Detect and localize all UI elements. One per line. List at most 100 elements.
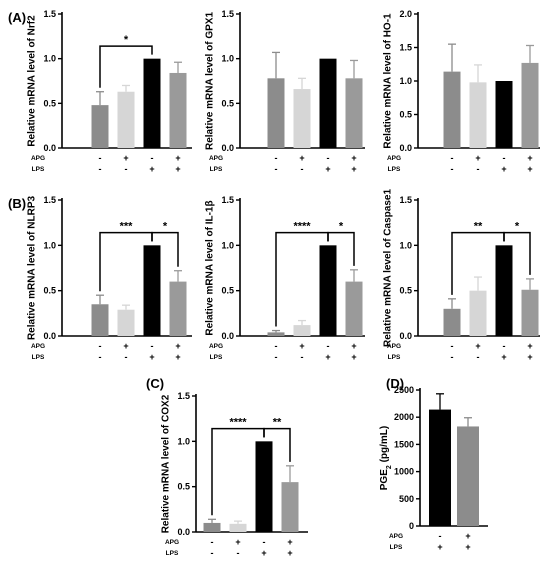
significance-marker: * <box>515 221 520 233</box>
apg-condition-symbol: + <box>235 537 240 547</box>
row-label-lps: LPS <box>166 550 179 557</box>
y-tick-label: 1000 <box>394 467 414 477</box>
apg-condition-symbol: - <box>503 153 506 163</box>
bar <box>143 58 161 148</box>
apg-condition-symbol: + <box>287 537 292 547</box>
lps-condition-symbol: + <box>261 548 266 558</box>
y-tick-label: 1.0 <box>43 54 56 64</box>
y-tick-label: 0.0 <box>43 143 56 153</box>
y-tick-label: 1.5 <box>399 43 412 53</box>
y-tick-label: 0.5 <box>399 286 412 296</box>
bar <box>267 332 285 336</box>
row-label-lps: LPS <box>32 166 45 173</box>
lps-condition-symbol: - <box>211 548 214 558</box>
significance-marker: ** <box>273 417 282 429</box>
chart-panel-5: 0.0 0.5 1.0 1.5 Relative mRNA level of Caspa… <box>382 189 540 362</box>
apg-condition-symbol: + <box>475 341 480 351</box>
y-tick-label: 0.0 <box>177 527 190 537</box>
y-axis-label: Relative mRNA level of GPX1 <box>204 12 215 150</box>
row-label-apg: APG <box>209 343 223 350</box>
bar <box>229 523 247 532</box>
apg-condition-symbol: - <box>99 153 102 163</box>
chart-panel-4: 0.0 0.5 1.0 1.5 Relative mRNA level of IL-1β… <box>204 195 365 362</box>
lps-condition-symbol: - <box>477 352 480 362</box>
apg-condition-symbol: - <box>275 153 278 163</box>
y-tick-label: 500 <box>399 494 414 504</box>
bar <box>429 409 451 526</box>
bar <box>91 304 109 336</box>
y-tick-label: 1500 <box>394 439 414 449</box>
apg-condition-symbol: + <box>351 341 356 351</box>
apg-condition-symbol: + <box>123 153 128 163</box>
lps-condition-symbol: + <box>465 542 470 552</box>
apg-condition-symbol: - <box>151 153 154 163</box>
y-tick-label: 1.0 <box>399 240 412 250</box>
bar <box>117 91 135 148</box>
bar <box>495 245 513 336</box>
y-tick-label: 2500 <box>394 385 414 395</box>
y-axis-label: Relative mRNA level of HO-1 <box>382 13 393 149</box>
y-axis-label-subscript: 2 <box>386 465 393 469</box>
y-tick-label: 1.0 <box>399 76 412 86</box>
y-tick-label: 2000 <box>394 412 414 422</box>
lps-condition-symbol: + <box>351 164 356 174</box>
lps-condition-symbol: + <box>501 352 506 362</box>
row-label-apg: APG <box>387 155 401 162</box>
y-tick-label: 0.5 <box>399 110 412 120</box>
lps-condition-symbol: + <box>325 352 330 362</box>
bar <box>169 72 187 148</box>
significance-bracket <box>327 231 355 266</box>
y-tick-label: 1.0 <box>221 54 234 64</box>
lps-condition-symbol: + <box>325 164 330 174</box>
y-tick-label: 1.0 <box>177 436 190 446</box>
y-axis-label: Relative mRNA level of Caspase1 <box>382 189 393 347</box>
lps-condition-symbol: - <box>99 352 102 362</box>
y-tick-label: 1.5 <box>399 195 412 205</box>
chart-panel-3: (B) 0.0 0.5 1.0 1.5 Relative mRNA level of NL… <box>8 195 192 362</box>
significance-marker: * <box>124 34 129 46</box>
y-tick-label: 0.5 <box>177 482 190 492</box>
row-label-lps: LPS <box>32 354 45 361</box>
lps-condition-symbol: - <box>301 352 304 362</box>
lps-condition-symbol: - <box>477 164 480 174</box>
bar <box>319 58 337 148</box>
y-tick-label: 1.5 <box>43 9 56 19</box>
y-tick-label: 0.0 <box>399 331 412 341</box>
bar <box>345 78 363 148</box>
y-tick-label: 0 <box>409 521 414 531</box>
lps-condition-symbol: - <box>275 352 278 362</box>
lps-condition-symbol: - <box>125 352 128 362</box>
bar <box>117 309 135 336</box>
y-tick-label: 1.5 <box>221 9 234 19</box>
lps-condition-symbol: + <box>175 352 180 362</box>
bar <box>469 290 487 336</box>
bar <box>521 289 539 336</box>
bar <box>457 426 479 526</box>
significance-marker: ** <box>474 221 483 233</box>
y-tick-label: 2.0 <box>399 9 412 19</box>
y-axis-label: Relative mRNA level of Nrf2 <box>26 15 37 147</box>
y-axis-label: PGE2 (pg/mL) <box>379 426 393 490</box>
y-tick-label: 0.5 <box>43 98 56 108</box>
y-tick-label: 0.0 <box>221 331 234 341</box>
lps-condition-symbol: - <box>125 164 128 174</box>
y-axis-label: Relative mRNA level of IL-1β <box>204 200 215 335</box>
significance-bracket <box>263 427 291 462</box>
lps-condition-symbol: - <box>451 164 454 174</box>
y-tick-label: 1.0 <box>221 240 234 250</box>
row-label-apg: APG <box>165 539 179 546</box>
apg-condition-symbol: - <box>211 537 214 547</box>
row-label-lps: LPS <box>210 354 223 361</box>
panel-letter: (D) <box>386 376 404 391</box>
y-tick-label: 0.0 <box>43 331 56 341</box>
lps-condition-symbol: + <box>149 164 154 174</box>
bar <box>319 245 337 336</box>
chart-panel-7: (D) 0 500 1000 1500 2000 2500 PGE2 (pg/mL) APG LP… <box>379 376 488 552</box>
y-tick-label: 0.5 <box>43 286 56 296</box>
chart-panel-0: (A) 0.0 0.5 1.0 1.5 Relative mRNA level of Nr… <box>8 9 192 174</box>
apg-condition-symbol: - <box>327 153 330 163</box>
bar <box>521 62 539 148</box>
apg-condition-symbol: + <box>527 153 532 163</box>
bar <box>255 441 273 532</box>
